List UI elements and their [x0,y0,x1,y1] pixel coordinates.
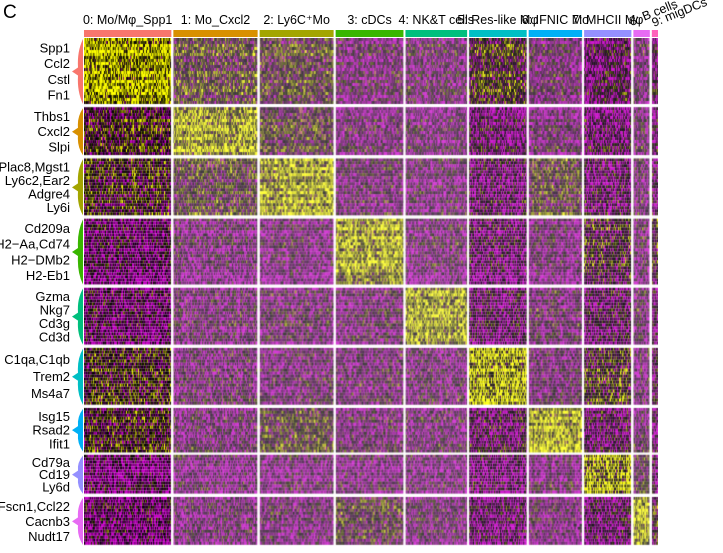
cluster-bar-9 [651,30,658,37]
cluster-label-3: 3: cDCs [347,13,391,27]
cluster-bar-0 [84,30,172,37]
panel-letter: C [3,2,17,23]
gene-block-bracket-4 [72,288,83,345]
gene-label: Ifit1 [49,436,70,451]
cluster-bar-4 [405,30,468,37]
gene-label: Rsad2 [32,423,70,438]
cluster-bar-8 [633,30,650,37]
gene-label: Cd209a [24,221,70,236]
gene-label: Nudt17 [28,529,70,544]
cluster-bar-3 [335,30,404,37]
gene-label: H2-Eb1 [26,268,70,283]
gene-label: Slpi [48,139,70,154]
gene-label: Cd79a [32,455,71,470]
cluster-bar-1 [173,30,258,37]
gene-label: Gzma [35,289,70,304]
gene-label: Cacnb3 [25,514,70,529]
gene-label: Adgre4 [28,187,70,202]
cluster-bar-5 [469,30,527,37]
gene-block-bracket-5 [72,348,83,405]
gene-block-bracket-1 [72,108,83,156]
gene-block-bracket-6 [72,408,83,452]
gene-label: Spp1 [40,40,70,55]
gene-label: H2−DMb2 [11,252,70,267]
gene-label: Cd3d [39,329,70,344]
gene-label: Ccl2 [44,56,70,71]
gene-label: Thbs1 [34,109,70,124]
cluster-label-5: 5: Res-like Mφ [457,13,538,27]
cluster-label-7: 7: MHCII Mφ [572,13,643,27]
gene-block-bracket-2 [72,159,83,216]
gene-label: Fscn1,Ccl22 [0,499,70,514]
gene-label: Ly6d [42,479,70,494]
cluster-bar-7 [584,30,632,37]
gene-label: Cstl [48,72,71,87]
gene-block-bracket-3 [72,219,83,285]
gene-label: Cxcl2 [37,124,70,139]
gene-block-bracket-0 [72,39,83,105]
gene-label: Fn1 [48,88,70,103]
gene-label: Ly6c2,Ear2 [5,173,70,188]
gene-block-bracket-7 [72,455,83,494]
gene-label: Cd19 [39,467,70,482]
gene-label: Cd3g [39,316,70,331]
cluster-label-2: 2: Ly6C⁺Mo [263,13,330,27]
cluster-bar-2 [259,30,334,37]
gene-label: Plac8,Mgst1 [0,160,70,175]
gene-block-bracket-8 [72,497,83,545]
gene-label: Nkg7 [40,302,70,317]
gene-label: Ms4a7 [31,386,70,401]
cluster-label-0: 0: Mo/Mφ_Spp1 [83,13,172,27]
gene-label: Trem2 [33,369,70,384]
cluster-label-1: 1: Mo_Cxcl2 [181,13,251,27]
gene-label: Isg15 [38,409,70,424]
heatmap-cells [84,38,658,546]
cluster-label-4: 4: NK&T cells [399,13,475,27]
gene-label: Ly6i [47,200,70,215]
cluster-bar-6 [528,30,583,37]
cluster-label-6: 6: IFNIC Mo [522,13,589,27]
gene-label: H2−Aa,Cd74 [0,237,70,252]
gene-label: C1qa,C1qb [4,352,70,367]
